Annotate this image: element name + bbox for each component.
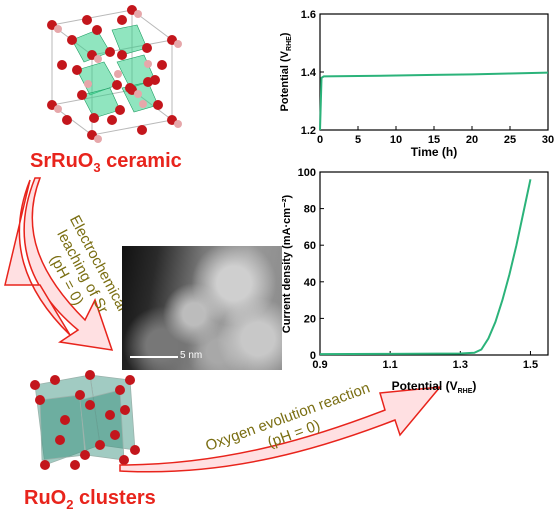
y-axis-label: Potential (VRHE) xyxy=(279,32,293,111)
strontium-atom xyxy=(174,40,182,48)
x-tick-label: 30 xyxy=(542,134,554,146)
plot-frame xyxy=(319,13,549,131)
oxygen-atom xyxy=(82,15,92,25)
x-tick-label: 1.3 xyxy=(453,359,468,371)
x-tick-label: 20 xyxy=(466,134,478,146)
x-axis-label: Time (h) xyxy=(411,145,457,159)
oxygen-atom xyxy=(60,415,70,425)
tem-scale-bar xyxy=(130,356,178,358)
x-tick-label: 5 xyxy=(355,134,361,146)
polarization-chart: 0.9 1.1 1.3 1.5 0 20 40 60 80 100 Potential (VRHE)… xyxy=(281,167,549,395)
oxygen-atom xyxy=(50,375,60,385)
oxygen-atom xyxy=(89,113,99,123)
x-tick-label: 15 xyxy=(428,134,440,146)
oxygen-atom xyxy=(30,380,40,390)
oxygen-atom xyxy=(115,385,125,395)
strontium-atom xyxy=(84,80,92,88)
y-tick-label: 100 xyxy=(298,167,316,179)
oxygen-atom xyxy=(105,47,115,57)
oxygen-atom xyxy=(157,60,167,70)
oxygen-atom xyxy=(110,430,120,440)
oxygen-atom xyxy=(67,35,77,45)
oxygen-atom xyxy=(125,375,135,385)
y-tick-label: 60 xyxy=(304,240,316,252)
oxygen-atom xyxy=(57,60,67,70)
oxygen-atom xyxy=(85,400,95,410)
x-tick-label: 0.9 xyxy=(312,359,327,371)
oxygen-atom xyxy=(117,50,127,60)
strontium-atom xyxy=(54,25,62,33)
oxygen-atom xyxy=(130,445,140,455)
strontium-atom xyxy=(134,10,142,18)
leaching-arrow xyxy=(4,177,114,351)
strontium-atom xyxy=(139,100,147,108)
oxygen-atom xyxy=(125,83,135,93)
srruo3-crystal-illustration xyxy=(47,5,182,143)
y-tick-label: 0 xyxy=(310,350,316,362)
oxygen-atom xyxy=(77,90,87,100)
x-tick-label: 1.5 xyxy=(523,359,538,371)
strontium-atom xyxy=(174,120,182,128)
tem-scale-label: 5 nm xyxy=(180,350,203,361)
oxygen-atom xyxy=(119,455,129,465)
tem-micrograph: 5 nm xyxy=(122,246,282,370)
oxygen-atom xyxy=(153,100,163,110)
y-tick-label: 20 xyxy=(304,313,316,325)
x-tick-label: 0 xyxy=(317,134,323,146)
y-tick-label: 1.4 xyxy=(301,67,317,79)
oer-arrow xyxy=(119,386,442,473)
oxygen-atom xyxy=(95,440,105,450)
oxygen-atom xyxy=(107,115,117,125)
oxygen-atom xyxy=(143,77,153,87)
oxygen-atom xyxy=(70,460,80,470)
oxygen-atom xyxy=(92,25,102,35)
strontium-atom xyxy=(114,70,122,78)
oxygen-atom xyxy=(117,15,127,25)
oxygen-atom xyxy=(55,435,65,445)
oxygen-atom xyxy=(85,370,95,380)
strontium-atom xyxy=(144,60,152,68)
x-axis-label: Potential (VRHE) xyxy=(392,379,477,395)
oxygen-atom xyxy=(62,115,72,125)
strontium-atom xyxy=(94,135,102,143)
oxygen-atom xyxy=(75,390,85,400)
oxygen-atom xyxy=(112,80,122,90)
y-tick-label: 80 xyxy=(304,204,316,216)
strontium-atom xyxy=(134,90,142,98)
y-tick-label: 1.2 xyxy=(301,125,316,137)
oxygen-atom xyxy=(105,410,115,420)
x-tick-label: 1.1 xyxy=(383,359,398,371)
y-tick-label: 1.6 xyxy=(301,9,316,21)
stability-chart: 0 5 10 15 20 25 30 1.2 1.4 1.6 Time (h) Potential (… xyxy=(279,9,554,159)
y-tick-label: 40 xyxy=(304,277,316,289)
oxygen-atom xyxy=(40,460,50,470)
series-line xyxy=(319,71,549,131)
ruo2-label: RuO2 clusters xyxy=(24,487,156,512)
oxygen-atom xyxy=(120,405,130,415)
plot-frame xyxy=(319,171,549,356)
srruo3-label: SrRuO3 ceramic xyxy=(30,150,182,175)
x-tick-label: 25 xyxy=(504,134,516,146)
strontium-atom xyxy=(54,105,62,113)
oxygen-atom xyxy=(137,125,147,135)
oxygen-atom xyxy=(115,105,125,115)
strontium-atom xyxy=(94,55,102,63)
oxygen-atom xyxy=(142,43,152,53)
oxygen-atom xyxy=(72,65,82,75)
oxygen-atom xyxy=(35,395,45,405)
oxygen-atom xyxy=(80,450,90,460)
y-axis-label: Current density (mA·cm⁻²) xyxy=(281,194,293,333)
series-line xyxy=(319,179,532,356)
x-tick-label: 10 xyxy=(390,134,402,146)
ruo2-cluster-illustration xyxy=(30,370,140,470)
